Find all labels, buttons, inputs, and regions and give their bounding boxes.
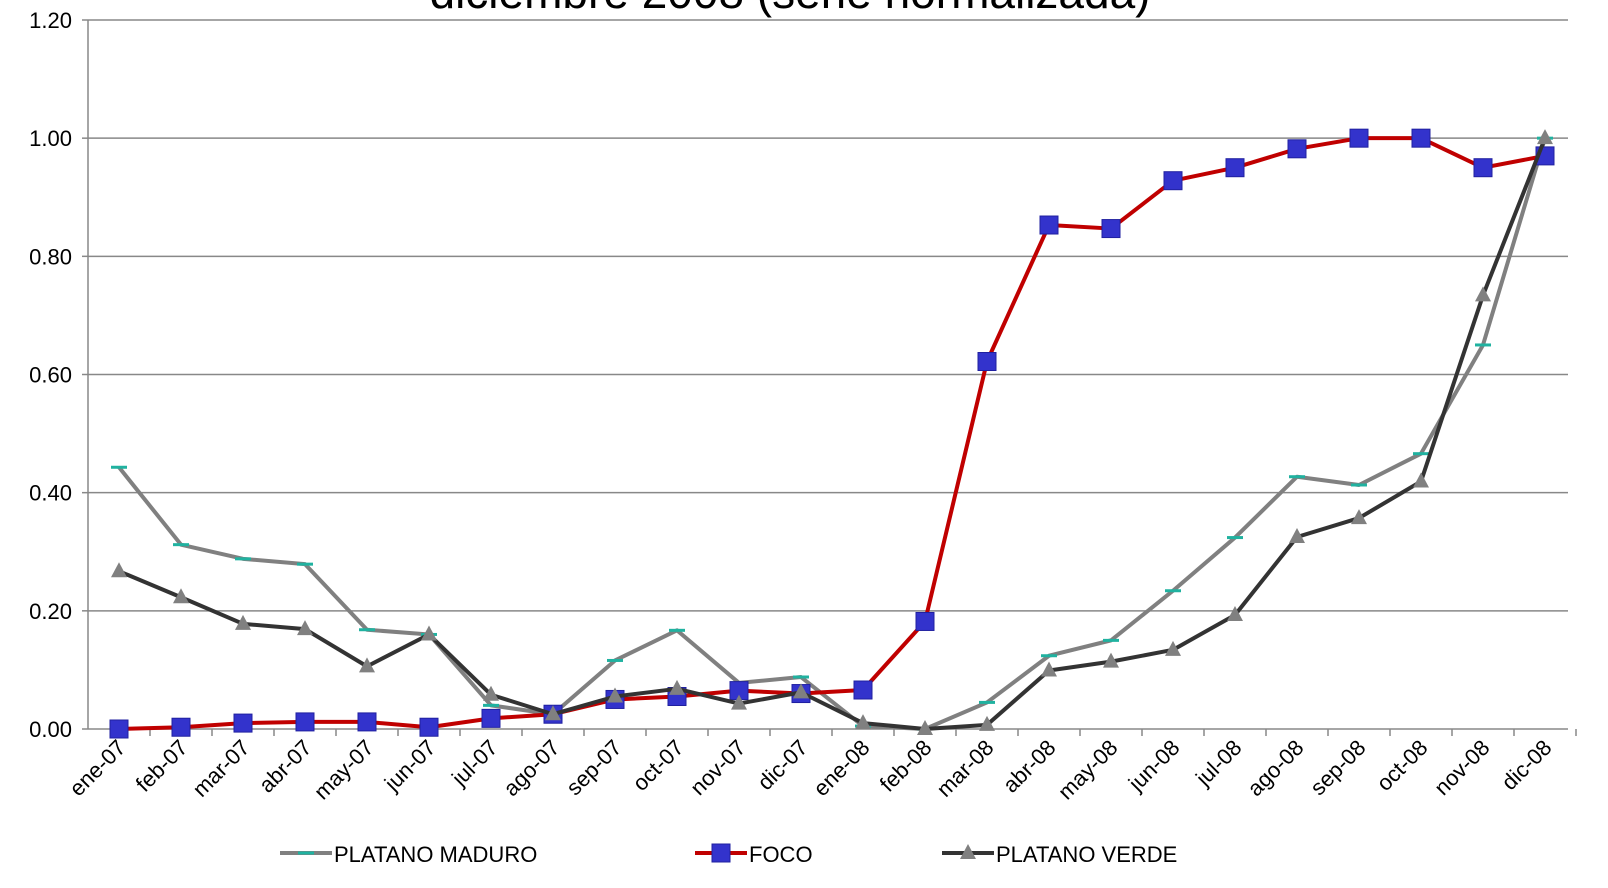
x-tick-label: feb-07 xyxy=(131,735,193,797)
legend-label: PLATANO MADURO xyxy=(334,842,537,867)
x-tick-label: sep-08 xyxy=(1305,735,1370,800)
marker xyxy=(357,712,377,732)
marker xyxy=(545,705,561,721)
x-tick-label: jun-08 xyxy=(1123,735,1185,797)
marker xyxy=(669,679,685,695)
series-line xyxy=(118,137,1547,731)
marker xyxy=(607,687,623,703)
marker xyxy=(917,720,933,735)
x-tick-label: dic-08 xyxy=(1496,735,1556,795)
marker xyxy=(1103,652,1119,668)
marker xyxy=(979,715,995,731)
marker xyxy=(297,620,313,636)
marker xyxy=(111,562,127,578)
marker xyxy=(1101,219,1121,239)
marker xyxy=(1165,640,1181,656)
marker xyxy=(915,611,935,631)
legend-label: PLATANO VERDE xyxy=(996,842,1177,867)
marker xyxy=(1225,158,1245,178)
x-tick-label: ago-07 xyxy=(498,735,564,801)
marker xyxy=(1163,171,1183,191)
series-line xyxy=(117,137,1547,731)
x-tick-label: jun-07 xyxy=(379,735,441,797)
x-tick-label: ene-07 xyxy=(64,735,130,801)
y-tick-label: 0.00 xyxy=(29,717,72,742)
legend-marker xyxy=(711,843,731,863)
marker xyxy=(173,588,189,604)
x-tick-label: mar-08 xyxy=(932,735,999,802)
x-tick-label: ago-08 xyxy=(1242,735,1308,801)
marker xyxy=(1351,509,1367,525)
marker xyxy=(419,717,439,737)
legend-label: FOCO xyxy=(749,842,813,867)
marker xyxy=(793,683,809,699)
y-tick-label: 0.20 xyxy=(29,599,72,624)
x-tick-label: sep-07 xyxy=(561,735,626,800)
marker xyxy=(235,614,251,630)
x-tick-label: feb-08 xyxy=(875,735,937,797)
marker xyxy=(977,352,997,372)
marker xyxy=(483,685,499,701)
x-tick-label: may-08 xyxy=(1053,735,1123,805)
x-tick-label: abr-08 xyxy=(998,735,1061,798)
x-tick-label: may-07 xyxy=(309,735,379,805)
marker xyxy=(481,708,501,728)
marker xyxy=(1411,128,1431,148)
marker xyxy=(1473,158,1493,178)
marker xyxy=(1413,472,1429,488)
marker xyxy=(1041,661,1057,677)
y-tick-label: 1.20 xyxy=(29,8,72,33)
y-tick-label: 0.40 xyxy=(29,481,72,506)
marker xyxy=(1227,605,1243,621)
marker xyxy=(171,717,191,737)
marker xyxy=(359,657,375,673)
marker xyxy=(295,712,315,732)
legend-marker xyxy=(960,844,976,859)
x-tick-label: dic-07 xyxy=(752,735,812,795)
chart-title: diciembre 2008 (serie normalizada) xyxy=(430,0,1151,18)
marker xyxy=(1039,215,1059,235)
marker xyxy=(1349,128,1369,148)
marker xyxy=(1475,286,1491,302)
marker xyxy=(731,694,747,710)
x-tick-label: oct-07 xyxy=(628,735,689,796)
x-tick-label: jul-08 xyxy=(1190,735,1246,791)
marker xyxy=(1289,527,1305,543)
x-tick-label: ene-08 xyxy=(808,735,874,801)
x-tick-label: oct-08 xyxy=(1372,735,1433,796)
marker xyxy=(855,714,871,730)
marker xyxy=(233,713,253,733)
marker xyxy=(1287,139,1307,159)
series-line xyxy=(118,136,1546,731)
x-tick-label: nov-07 xyxy=(685,735,750,800)
y-tick-label: 0.80 xyxy=(29,244,72,269)
y-tick-label: 0.60 xyxy=(29,363,72,388)
x-tick-label: nov-08 xyxy=(1429,735,1494,800)
marker xyxy=(109,719,129,739)
marker xyxy=(421,625,437,641)
y-tick-label: 1.00 xyxy=(29,126,72,151)
x-tick-label: abr-07 xyxy=(254,735,317,798)
x-tick-label: mar-07 xyxy=(188,735,255,802)
x-tick-label: jul-07 xyxy=(446,735,502,791)
marker xyxy=(1537,129,1553,145)
marker xyxy=(853,680,873,700)
